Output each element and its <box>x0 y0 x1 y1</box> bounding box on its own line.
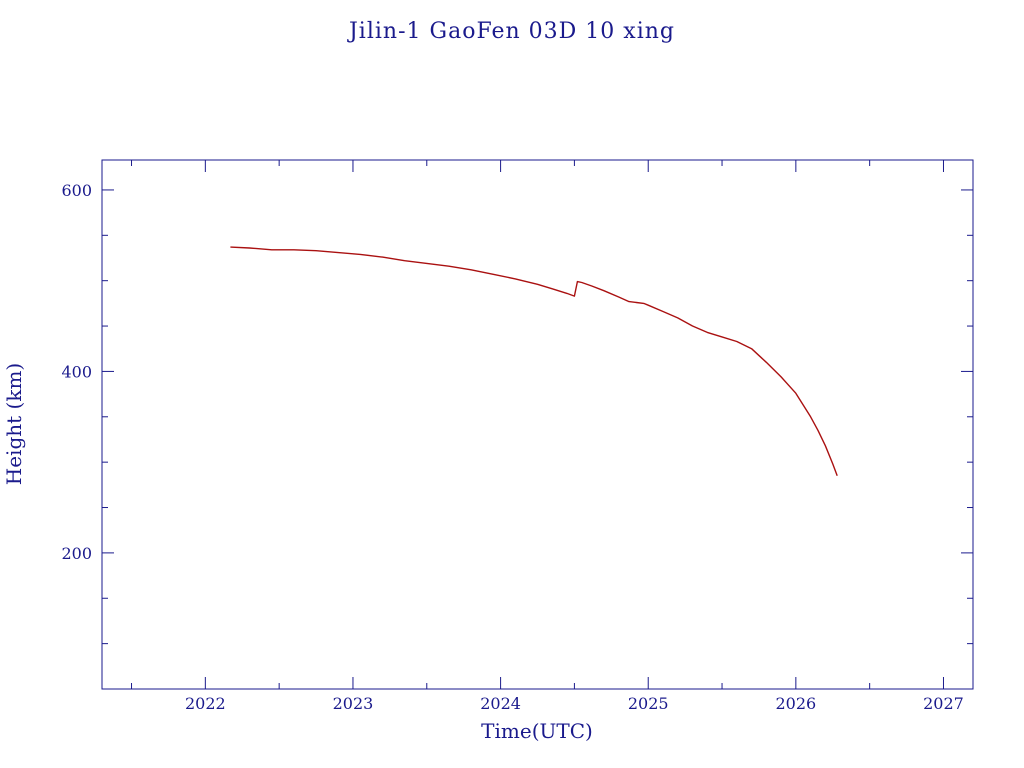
x-tick-label: 2027 <box>923 694 964 713</box>
chart-title: Jilin-1 GaoFen 03D 10 xing <box>347 19 675 44</box>
y-tick-label: 600 <box>61 181 92 200</box>
y-axis-label: Height (km) <box>2 363 26 485</box>
height-series-line <box>230 246 838 477</box>
x-tick-label: 2024 <box>480 694 521 713</box>
x-axis-label: Time(UTC) <box>481 719 593 743</box>
tick-marks <box>102 160 973 689</box>
x-tick-label: 2022 <box>185 694 226 713</box>
x-tick-label: 2025 <box>628 694 669 713</box>
y-tick-label: 400 <box>61 362 92 381</box>
x-tick-label: 2026 <box>775 694 816 713</box>
plot-frame <box>101 159 974 690</box>
x-tick-label: 2023 <box>333 694 374 713</box>
x-tick-labels: 2022 2023 2024 2025 2026 2027 <box>185 694 964 713</box>
y-tick-labels: 200 400 600 <box>61 181 92 563</box>
y-tick-label: 200 <box>61 544 92 563</box>
